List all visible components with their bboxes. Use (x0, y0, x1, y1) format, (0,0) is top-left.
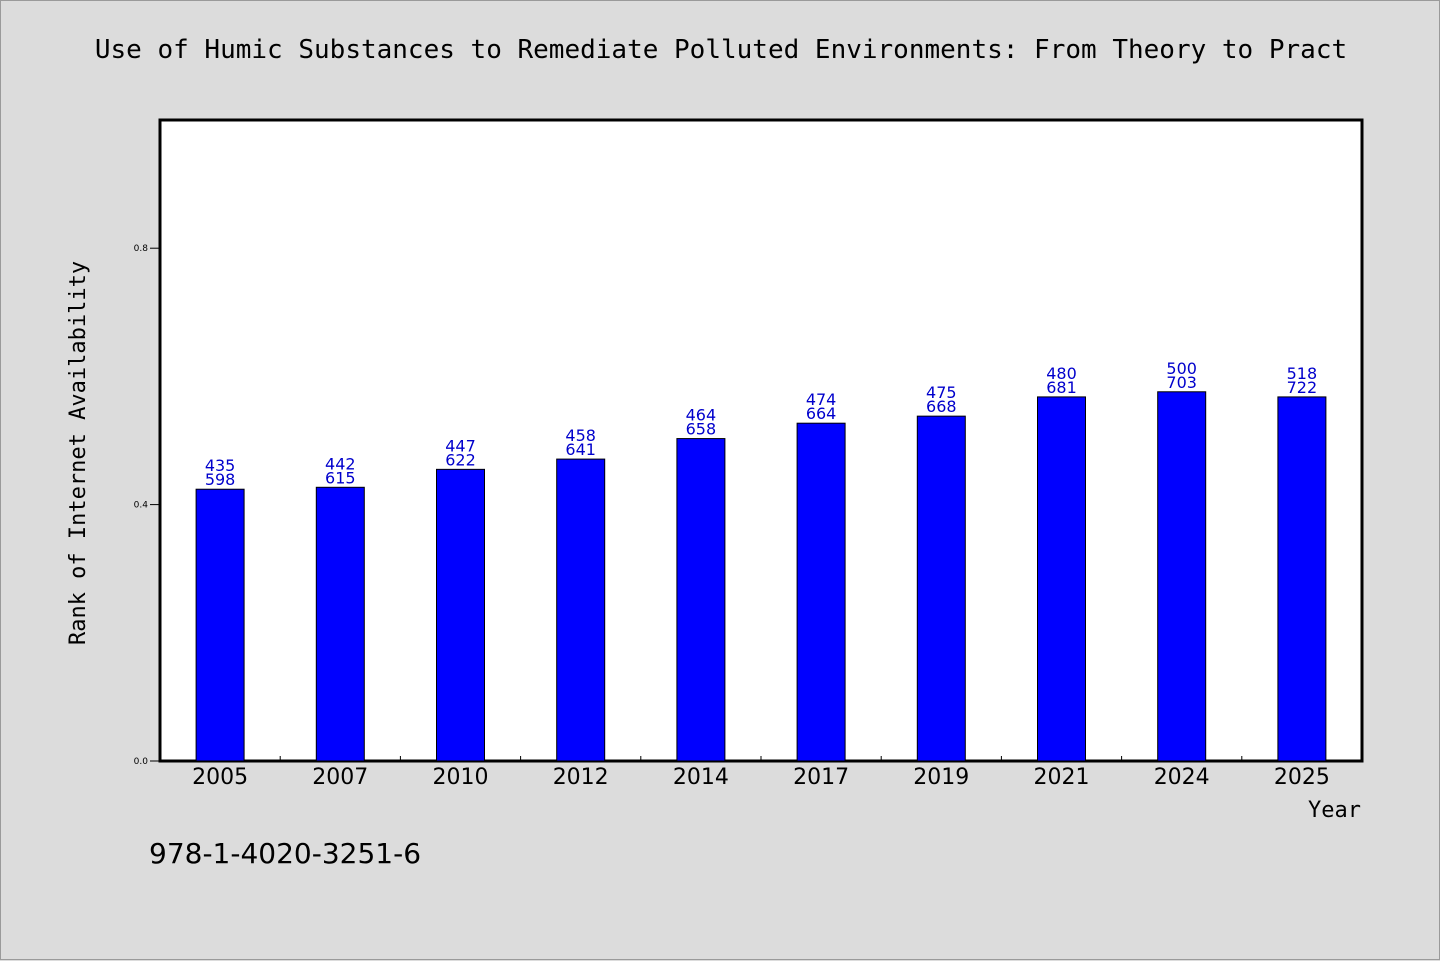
x-tick-label: 2014 (673, 765, 729, 790)
bar-2025 (1277, 396, 1327, 762)
bar-label-top: 518 (1287, 364, 1318, 383)
bar-label-top: 474 (806, 390, 837, 409)
bar-label-top: 442 (325, 454, 356, 473)
bar-label-bottom: 668 (926, 397, 957, 416)
bar-label-top: 480 (1046, 364, 1077, 383)
y-tick-label: 0.0 (134, 757, 149, 767)
x-tick-label: 2012 (553, 765, 609, 790)
bar-label-top: 435 (205, 456, 236, 475)
bar-label-top: 458 (565, 426, 596, 445)
bar-label-top: 475 (926, 383, 957, 402)
bar-2012 (556, 458, 606, 762)
bar-label-bottom: 622 (445, 450, 476, 469)
bar-label-bottom: 664 (806, 404, 837, 423)
bar-label-bottom: 722 (1287, 378, 1318, 397)
bar-2017 (796, 422, 846, 762)
x-tick-label: 2017 (793, 765, 849, 790)
bar-2010 (436, 468, 485, 762)
x-tick-label: 2021 (1034, 765, 1090, 790)
bar-label-bottom: 598 (205, 470, 236, 489)
bar-label-bottom: 681 (1046, 378, 1077, 397)
x-tick-label: 2005 (192, 765, 248, 790)
bar-label-top: 464 (686, 406, 717, 425)
y-axis-ticks: 0.0 0.4 0.8 (134, 244, 160, 767)
chart-title: Use of Humic Substances to Remediate Pol… (94, 35, 1348, 65)
bar-2014 (676, 438, 726, 762)
x-axis-ticks: 2005 2007 2010 2012 2014 2017 2019 2021 2024 2025 (192, 756, 1330, 790)
x-tick-label: 2019 (913, 765, 969, 790)
y-tick-label: 0.4 (134, 501, 149, 511)
bar-label-top: 500 (1166, 359, 1197, 378)
y-tick-label: 0.8 (134, 244, 149, 254)
bar-labels-group: 4355984426154476224586414646584746644756… (205, 359, 1317, 489)
bar-2007 (315, 486, 365, 762)
x-tick-label: 2007 (312, 765, 368, 790)
x-axis-label: Year (1308, 798, 1361, 823)
bar-2005 (195, 488, 245, 762)
bar-label-bottom: 641 (565, 440, 596, 459)
x-tick-label: 2025 (1274, 765, 1330, 790)
bar-label-bottom: 615 (325, 468, 356, 487)
x-tick-label: 2010 (433, 765, 489, 790)
bar-label-bottom: 703 (1166, 373, 1197, 392)
bar-2021 (1037, 396, 1086, 762)
bar-label-bottom: 658 (686, 420, 717, 439)
y-axis-label: Rank of Internet Availability (66, 261, 91, 645)
bar-2019 (916, 415, 966, 762)
bar-2024 (1157, 391, 1207, 762)
x-tick-label: 2024 (1154, 765, 1210, 790)
bar-label-top: 447 (445, 436, 476, 455)
bars-group (195, 391, 1327, 762)
isbn-text: 978-1-4020-3251-6 (149, 837, 422, 870)
